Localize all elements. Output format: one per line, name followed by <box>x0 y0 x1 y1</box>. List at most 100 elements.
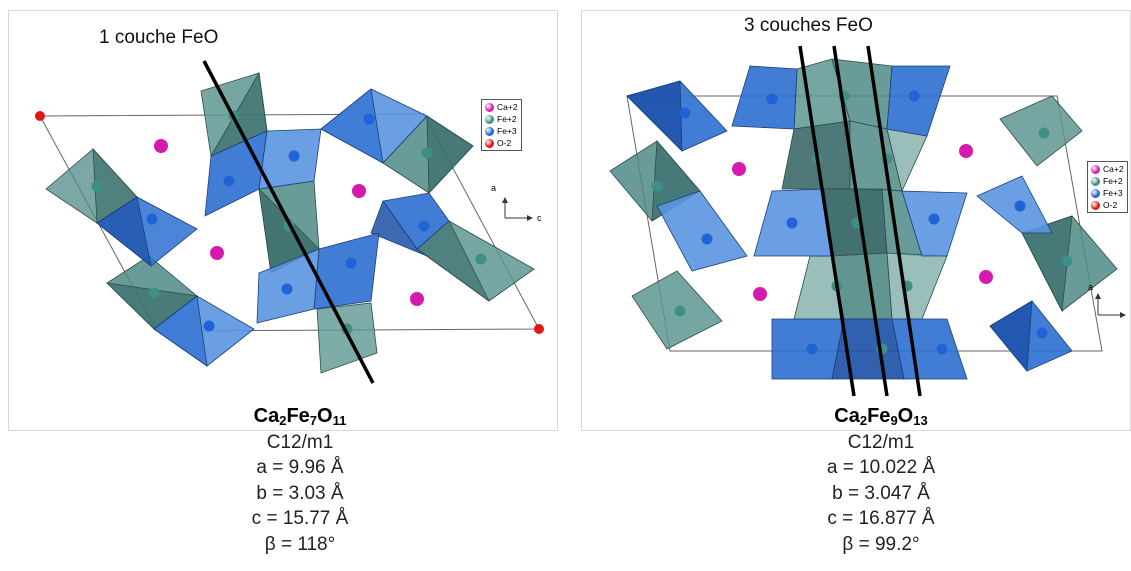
ca-atom <box>753 287 767 301</box>
ca-atom <box>410 292 424 306</box>
compound-info-left: Ca2Fe7O11 C12/m1 a = 9.96 Å b = 3.03 Å c… <box>100 404 500 557</box>
o-atom <box>35 111 45 121</box>
legend-swatch-icon <box>485 102 494 112</box>
fe2-octahedron <box>316 302 378 374</box>
formula-element: Ca <box>834 405 860 427</box>
legend-swatch-icon <box>1091 164 1100 174</box>
space-group: C12/m1 <box>847 431 915 453</box>
compound-info-right: Ca2Fe9O13 C12/m1 a = 10.022 Å b = 3.047 … <box>681 404 1081 557</box>
structure-panel-left: 1 couche FeO Ca+2 Fe+2 Fe+3 O-2 a c <box>8 10 558 431</box>
legend-label: Fe+3 <box>497 126 517 136</box>
fe3-atom <box>203 320 215 332</box>
fe2-atom <box>91 180 103 192</box>
legend-label: Fe+3 <box>1103 188 1123 198</box>
formula-subscript: 2 <box>859 413 868 428</box>
axis-arrows-icon: a <box>1088 282 1126 318</box>
feo-layer-annotation: 1 couche FeO <box>99 27 219 48</box>
fe3-atom <box>146 213 158 225</box>
fe2-octahedron <box>426 115 474 194</box>
fe3-tetrahedron <box>976 175 1053 234</box>
fe3-atom <box>288 150 300 162</box>
formula-element: O <box>317 405 333 427</box>
legend-entry: Fe+2 <box>1091 175 1124 187</box>
ca-atom <box>732 162 746 176</box>
formula-subscript: 9 <box>890 413 898 428</box>
legend-swatch-icon <box>485 126 494 136</box>
atom-legend: Ca+2 Fe+2 Fe+3 O-2 <box>481 99 522 151</box>
formula-subscript: 13 <box>913 413 928 428</box>
lattice-param-b: b = 3.03 Å <box>256 482 344 504</box>
axis-label-a: a <box>1088 282 1093 292</box>
lattice-param-c: c = 16.877 Å <box>827 508 935 529</box>
formula-element: Fe <box>286 405 310 427</box>
fe3-tetrahedron <box>320 88 384 164</box>
fe3-atom <box>928 213 940 225</box>
fe2-atom <box>1038 127 1050 139</box>
fe3-tetrahedron <box>989 300 1033 373</box>
formula-subscript: 2 <box>279 413 287 428</box>
fe3-tetrahedron <box>626 80 683 152</box>
legend-label: Fe+2 <box>497 114 517 124</box>
fe3-atom <box>701 233 713 245</box>
lattice-param-c: c = 15.77 Å <box>251 508 349 529</box>
lattice-param-b: b = 3.047 Å <box>832 482 930 504</box>
legend-entry: Ca+2 <box>1091 163 1124 175</box>
feo-layer-line <box>866 45 922 397</box>
space-group: C12/m1 <box>266 431 334 453</box>
fe2-atom <box>1061 255 1073 267</box>
fe3-tetrahedron <box>731 65 798 130</box>
legend-swatch-icon <box>485 138 494 148</box>
fe3-atom <box>936 343 948 355</box>
ca-atom <box>979 270 993 284</box>
lattice-param-a: a = 10.022 Å <box>826 457 936 478</box>
legend-label: Fe+2 <box>1103 176 1123 186</box>
formula-subscript: 11 <box>332 413 347 428</box>
legend-label: Ca+2 <box>497 102 518 112</box>
fe3-tetrahedra <box>96 88 450 367</box>
legend-entry: Ca+2 <box>485 101 518 113</box>
atoms <box>35 110 544 335</box>
axis-arrows-icon: a c <box>491 183 542 223</box>
legend-label: O-2 <box>1103 200 1118 210</box>
fe3-atom <box>806 343 818 355</box>
chemical-formula: Ca2Fe7O11 <box>100 404 500 430</box>
ca-atom <box>210 246 224 260</box>
feo-layer-annotation: 3 couches FeO <box>744 15 873 36</box>
ca-atom <box>154 139 168 153</box>
fe3-atom <box>766 93 778 105</box>
fe3-atom <box>281 283 293 295</box>
legend-swatch-icon <box>1091 176 1100 186</box>
legend-label: O-2 <box>497 138 512 148</box>
crystal-structure-left <box>35 60 544 384</box>
legend-swatch-icon <box>1091 188 1100 198</box>
lattice-param-a: a = 9.96 Å <box>256 457 344 478</box>
legend-label: Ca+2 <box>1103 164 1124 174</box>
fe3-tetrahedron <box>96 196 152 267</box>
feo-layer-line <box>832 45 889 397</box>
formula-subscript: 7 <box>309 413 318 428</box>
chemical-formula: Ca2Fe9O13 <box>681 404 1081 430</box>
lattice-param-beta: β = 99.2° <box>842 533 920 555</box>
fe3-atom <box>908 90 920 102</box>
fe2-atom <box>421 147 433 159</box>
crystal-structure-right <box>609 45 1118 397</box>
fe3-atom <box>786 217 798 229</box>
formula-element: Ca <box>253 405 280 427</box>
fe3-tetrahedron <box>370 200 428 257</box>
fe3-atom <box>363 113 375 125</box>
axis-label-c: c <box>537 213 542 223</box>
feo-layer-line <box>798 45 856 397</box>
o-atom <box>534 324 544 334</box>
ca-atom <box>959 144 973 158</box>
fe3-atom <box>679 107 691 119</box>
fe3-tetrahedron <box>313 232 380 310</box>
legend-entry: O-2 <box>485 137 518 149</box>
fe3-atom <box>1036 327 1048 339</box>
lattice-param-beta: β = 118° <box>264 533 336 555</box>
fe3-atom <box>223 175 235 187</box>
fe2-atom <box>651 180 663 192</box>
ca-atom <box>352 184 366 198</box>
fe3-atom <box>345 257 357 269</box>
legend-entry: Fe+3 <box>485 125 518 137</box>
fe3-tetrahedron <box>656 190 748 272</box>
